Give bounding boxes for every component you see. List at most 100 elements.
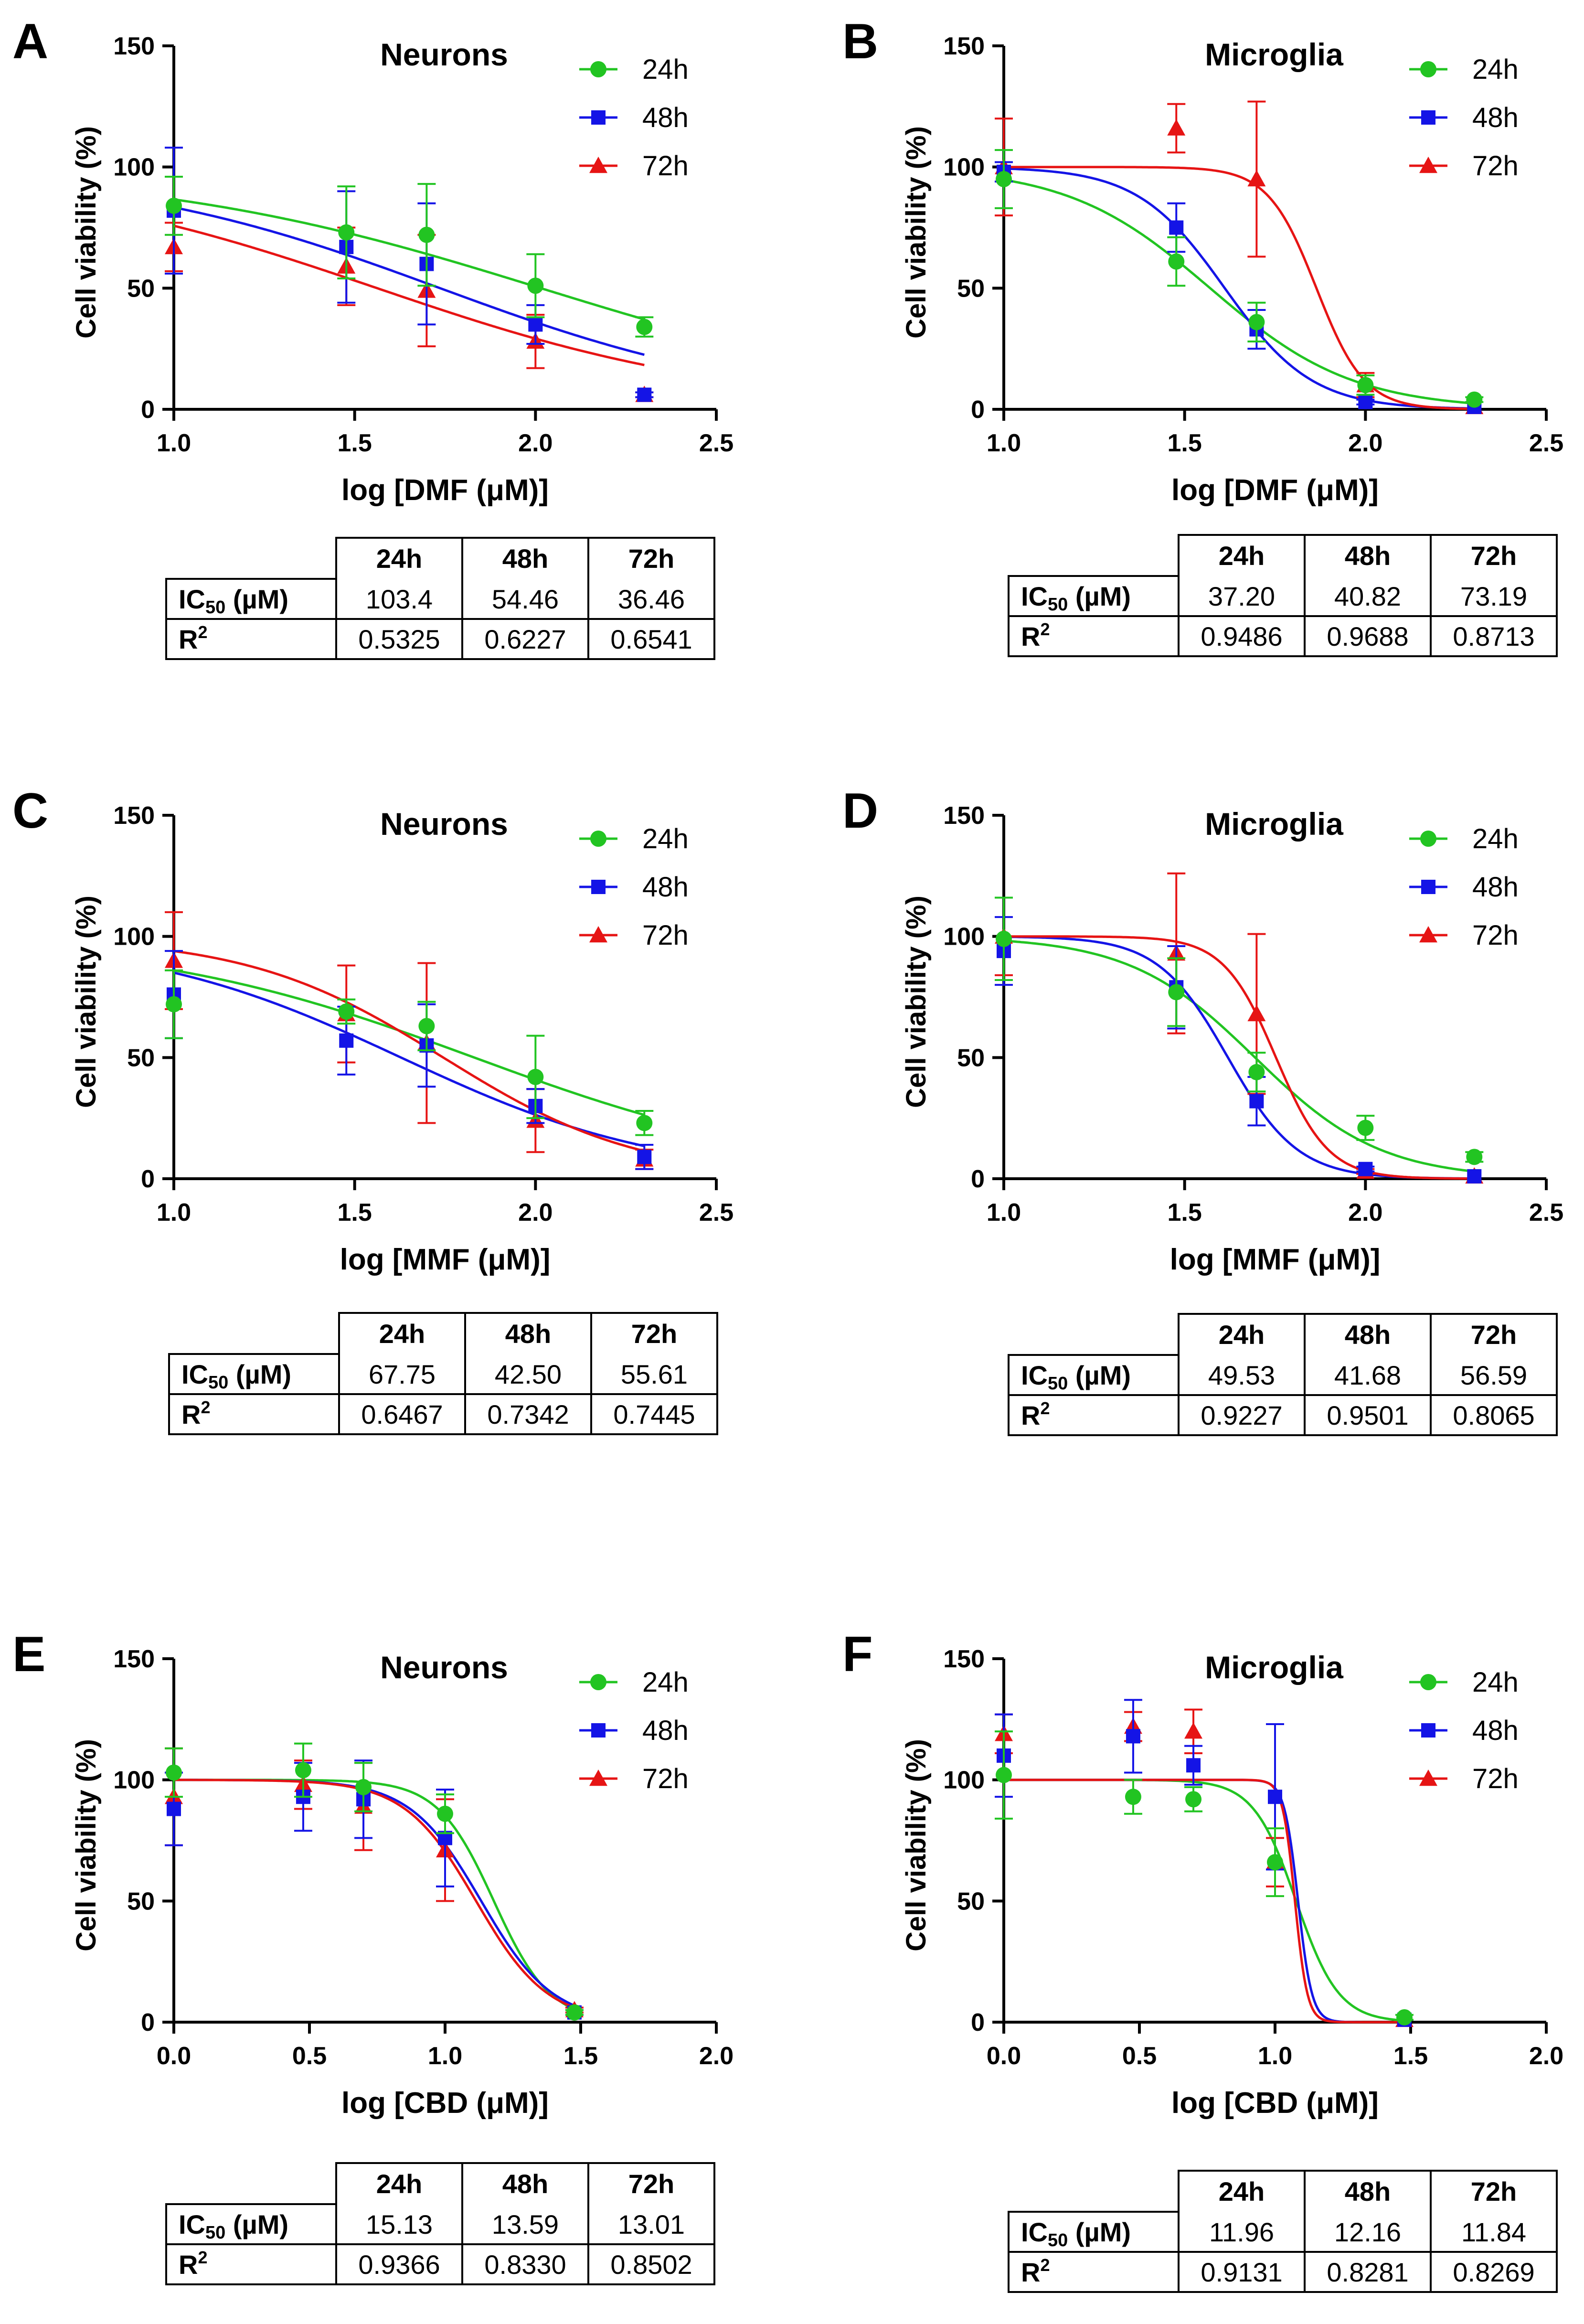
y-tick-label: 50	[127, 1887, 155, 1915]
legend-marker-72h	[1419, 157, 1437, 173]
ic50-value: 41.68	[1334, 1360, 1401, 1390]
data-point-24h	[1466, 1149, 1483, 1165]
legend-label-48h: 48h	[642, 102, 689, 133]
data-point-48h	[528, 317, 543, 332]
data-point-24h	[338, 1003, 355, 1020]
row-label-r2: R2	[1021, 2255, 1050, 2287]
panel-b: B 0 50 100 150 1.0 1.5 2.0 2.5 log [DMF (μM)] Cell…	[842, 14, 1563, 657]
x-tick-label: 1.5	[338, 429, 372, 457]
data-point-24h	[338, 224, 355, 241]
data-point-24h	[996, 171, 1012, 188]
r2-value: 0.8502	[610, 2249, 692, 2280]
fit-curve-48h	[1003, 167, 1475, 410]
legend-label-48h: 48h	[642, 872, 689, 903]
ic50-value: 49.53	[1208, 1360, 1275, 1390]
ic50-value: 55.61	[621, 1359, 688, 1389]
x-tick-label: 2.5	[699, 429, 734, 457]
data-point-48h	[637, 1150, 652, 1164]
x-tick-label: 2.0	[1529, 2042, 1563, 2070]
panel-a: A 0 50 100 150 1.0 1.5 2.0 2.5 log [DMF (μM)] Cell…	[12, 14, 734, 660]
legend-marker-72h	[589, 1770, 607, 1786]
ic50-value: 13.59	[492, 2209, 559, 2239]
row-label-r2: R2	[179, 2248, 207, 2280]
x-axis-label: log [DMF (μM)]	[341, 474, 549, 507]
table-header-48h: 48h	[1345, 1320, 1391, 1350]
table-header-48h: 48h	[1345, 541, 1391, 571]
data-point-48h	[1249, 1094, 1264, 1109]
ic50-value: 37.20	[1208, 581, 1275, 611]
legend-marker-24h	[1420, 61, 1436, 77]
x-tick-label: 1.0	[987, 429, 1021, 457]
r2-value: 0.6227	[484, 624, 566, 654]
row-label-ic50: IC50 (µM)	[1021, 1360, 1131, 1394]
y-tick-label: 150	[113, 802, 155, 830]
table-header-24h: 24h	[379, 1319, 425, 1349]
data-point-24h	[1168, 253, 1185, 270]
r2-value: 0.8065	[1453, 1400, 1534, 1430]
panel-c: C 0 50 100 150 1.0 1.5 2.0 2.5 log [MMF (μM)] Cell…	[12, 783, 734, 1435]
data-point-48h	[1467, 1169, 1482, 1183]
legend-marker-72h	[589, 926, 607, 943]
data-point-24h	[1125, 1789, 1141, 1805]
fit-curve-48h	[174, 1779, 575, 2007]
y-tick-label: 150	[113, 32, 155, 60]
fit-curve-48h	[1004, 936, 1475, 1180]
fit-curve-72h	[1004, 1779, 1404, 2024]
data-point-48h	[1126, 1729, 1140, 1744]
ic50-value: 56.59	[1460, 1360, 1527, 1390]
panel-f: F 0 50 100 150 0.0 0.5 1.0 1.5 2.0 log [CBD (μM)] C…	[842, 1627, 1563, 2293]
ic50-value: 11.96	[1209, 2217, 1274, 2247]
table-header-72h: 72h	[631, 1319, 678, 1349]
legend-marker-48h	[591, 1723, 606, 1738]
data-point-48h	[339, 1033, 354, 1048]
r2-value: 0.9366	[358, 2249, 440, 2280]
table-header-48h: 48h	[1345, 2176, 1391, 2207]
panel-d: D 0 50 100 150 1.0 1.5 2.0 2.5 log [MMF (μM)] Cell…	[842, 783, 1563, 1436]
chart-title: Microglia	[1205, 1650, 1344, 1685]
ic50-value: 54.46	[492, 584, 559, 614]
ic50-value: 40.82	[1334, 581, 1401, 611]
data-point-24h	[295, 1762, 311, 1779]
legend-label-24h: 24h	[1472, 823, 1519, 854]
legend-label-48h: 48h	[1472, 1715, 1519, 1746]
panel-letter: E	[12, 1627, 45, 1682]
fit-curve-24h	[173, 198, 645, 321]
y-tick-label: 150	[943, 32, 985, 60]
panel-letter: F	[842, 1627, 873, 1682]
fit-curve-48h	[173, 206, 645, 356]
x-tick-label: 1.5	[1168, 1199, 1202, 1226]
x-tick-label: 1.0	[428, 2042, 462, 2070]
x-axis-label: log [MMF (μM)]	[1170, 1243, 1381, 1276]
r2-value: 0.6541	[610, 624, 692, 654]
x-tick-label: 2.0	[699, 2042, 734, 2070]
r2-value: 0.8330	[484, 2249, 566, 2280]
table-header-48h: 48h	[502, 2169, 549, 2199]
ic50-value: 36.46	[618, 584, 685, 614]
ic50-value: 13.01	[618, 2209, 685, 2239]
legend-label-72h: 72h	[642, 150, 689, 181]
x-tick-label: 1.0	[987, 1199, 1021, 1226]
x-tick-label: 2.0	[1348, 429, 1382, 457]
y-tick-label: 100	[943, 154, 985, 181]
data-point-24h	[1248, 314, 1265, 330]
legend-label-48h: 48h	[1472, 872, 1519, 903]
data-point-48h	[1169, 220, 1184, 235]
legend-label-72h: 72h	[1472, 1763, 1519, 1794]
legend-marker-24h	[590, 61, 606, 77]
panel-letter: C	[12, 783, 48, 839]
y-tick-label: 0	[141, 396, 155, 424]
table-header-72h: 72h	[1471, 541, 1517, 571]
table-header-24h: 24h	[1219, 2176, 1265, 2207]
x-tick-label: 2.5	[1529, 429, 1563, 457]
y-tick-label: 0	[141, 2009, 155, 2036]
data-point-24h	[1248, 1064, 1265, 1080]
data-point-24h	[636, 1115, 653, 1131]
r2-value: 0.7445	[613, 1399, 695, 1429]
x-tick-label: 1.0	[157, 429, 191, 457]
legend-marker-72h	[1419, 1770, 1437, 1786]
y-tick-label: 100	[943, 923, 985, 951]
ic50-table: 24h 48h 72h IC50 (µM) R2 49.53 41.68 56.59 0.922…	[1008, 1313, 1558, 1436]
data-point-24h	[166, 197, 182, 214]
table-header-48h: 48h	[502, 544, 549, 574]
